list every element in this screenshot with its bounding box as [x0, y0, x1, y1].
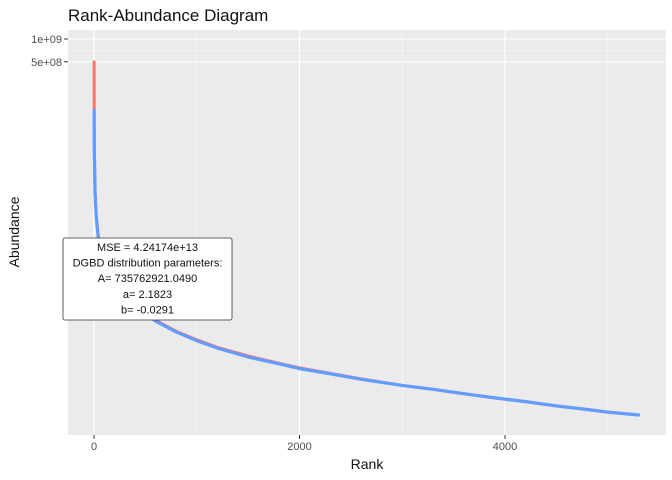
annotation-line: DGBD distribution parameters: [73, 258, 223, 270]
x-tick-label: 4000 [493, 441, 517, 453]
annotation-line: MSE = 4.24174e+13 [97, 242, 198, 254]
y-tick-label: 5e+08 [31, 57, 62, 69]
x-tick-label: 0 [91, 441, 97, 453]
minor-gridlines [68, 30, 666, 435]
y-axis-title: Abundance [6, 196, 22, 267]
annotation-line: b= -0.0291 [121, 304, 174, 316]
chart-title: Rank-Abundance Diagram [68, 6, 268, 25]
annotation-line: a= 2.1823 [123, 289, 172, 301]
x-tick-label: 2000 [287, 441, 311, 453]
y-tick-label: 1e+09 [31, 34, 62, 46]
axis-ticks: 0 2000 4000 1e+09 5e+08 [31, 34, 517, 453]
x-axis-title: Rank [351, 456, 385, 472]
annotation-box: MSE = 4.24174e+13 DGBD distribution param… [62, 237, 233, 321]
plot-panel [68, 30, 666, 435]
annotation-box-frame [62, 237, 233, 321]
annotation-line: A= 735762921.0490 [98, 273, 197, 285]
